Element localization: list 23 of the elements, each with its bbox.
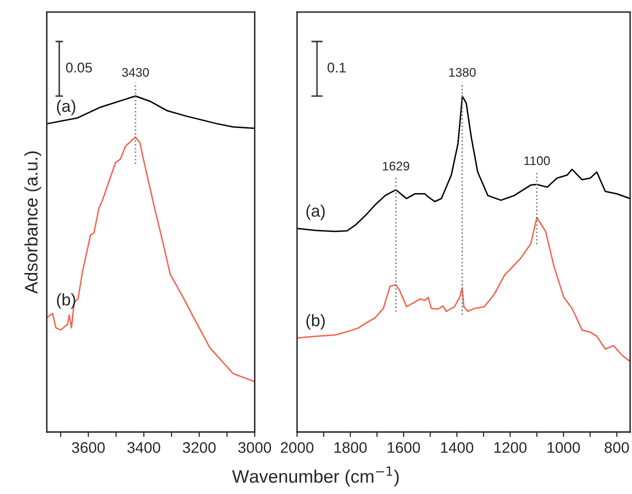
x-tick-label: 1000 [548,442,580,453]
annotation: 3430 [122,68,149,77]
series-label: (a) [56,100,76,116]
x-tick-label: 800 [604,442,629,453]
text: 0.05 [66,62,92,73]
series-label: (a) [306,204,325,220]
x-tick-label: 1800 [334,442,367,453]
x-tick-label: 1200 [494,442,527,453]
text: 0.1 [328,62,346,73]
x-tick-label: 3000 [238,442,272,453]
annotation: 1100 [524,156,550,166]
series-label: (b) [306,314,325,330]
x-tick-label: 3400 [127,442,160,453]
x-tick-label: 2000 [280,442,314,453]
x-tick-label: 1600 [388,442,420,453]
y-axis-title: Adsorbance (a.u.) [24,151,42,294]
x-tick-label: 3200 [182,442,216,453]
annotation: 1380 [449,68,476,77]
series-label: (b) [56,293,76,309]
x-tick-label: 3600 [72,442,105,453]
x-tick-label: 1400 [441,442,474,453]
x-axis-title: Wavenumber (cm$^{−1}$) [232,466,399,486]
annotation: 1629 [382,162,410,171]
